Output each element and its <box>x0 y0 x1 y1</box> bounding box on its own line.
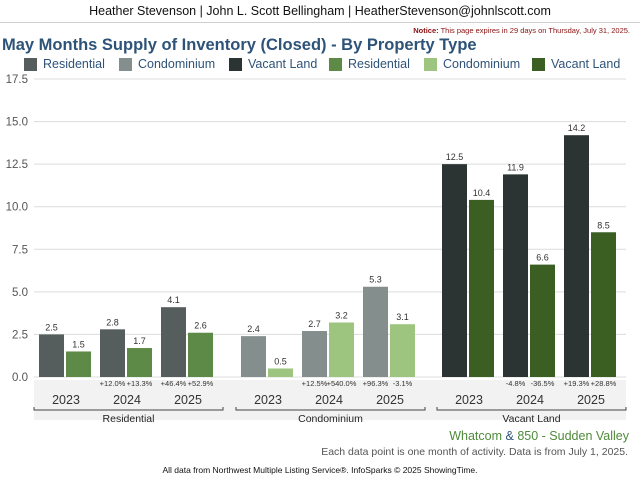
bar-vacant-land-2025-b <box>591 232 616 377</box>
legend-label: Vacant Land <box>551 57 621 71</box>
bar-residential-2025-a <box>161 307 186 377</box>
bar-condominium-2024-b <box>329 322 354 377</box>
agent-header-bar: Heather Stevenson | John L. Scott Bellin… <box>0 0 640 23</box>
y-tick-label: 15.0 <box>6 117 28 129</box>
data-label: 1.7 <box>133 336 146 346</box>
legend-label: Residential <box>348 57 410 71</box>
bar-vacant-land-2024-b <box>530 264 555 377</box>
data-label: 2.6 <box>194 321 207 331</box>
legend-swatch <box>229 58 242 71</box>
legend-swatch <box>532 58 545 71</box>
group-bracket <box>436 407 627 411</box>
bar-condominium-2025-b <box>390 324 415 377</box>
bar-residential-2023-b <box>66 351 91 377</box>
region-name-a: Whatcom <box>449 429 503 443</box>
x-tick-label: 2023 <box>52 393 80 407</box>
change-label: -36.5% <box>531 379 555 388</box>
legend-swatch <box>424 58 437 71</box>
y-tick-label: 12.5 <box>6 159 28 171</box>
change-label: +19.3% <box>564 379 590 388</box>
bar-vacant-land-2023-b <box>469 199 494 377</box>
change-label: +12.5% <box>302 379 328 388</box>
region-amp: & <box>505 429 514 443</box>
legend-label: Condominium <box>138 57 216 71</box>
bar-residential-2024-b <box>127 348 152 377</box>
data-label: 2.7 <box>308 319 321 329</box>
change-label: -3.1% <box>393 379 413 388</box>
x-axis-band <box>34 380 626 420</box>
x-tick-label: 2025 <box>174 393 202 407</box>
y-tick-label: 0.0 <box>12 372 28 384</box>
x-tick-label: 2023 <box>455 393 483 407</box>
data-label: 4.1 <box>167 295 180 305</box>
legend-label: Condominium <box>443 57 521 71</box>
region-name-b: 850 - Sudden Valley <box>517 429 629 443</box>
legend-label: Residential <box>43 57 105 71</box>
data-label: 0.5 <box>274 356 287 366</box>
bar-condominium-2025-a <box>363 286 388 377</box>
x-tick-label: 2023 <box>254 393 282 407</box>
y-tick-label: 10.0 <box>6 202 28 214</box>
data-label: 1.5 <box>72 339 85 349</box>
region-label: Whatcom & 850 - Sudden Valley <box>449 429 629 443</box>
data-label: 10.4 <box>473 188 491 198</box>
change-label: -4.8% <box>506 379 526 388</box>
bar-residential-2024-a <box>100 329 125 377</box>
bar-residential-2025-b <box>188 332 213 377</box>
data-label: 2.5 <box>45 322 58 332</box>
group-label: Vacant Land <box>502 413 560 425</box>
data-label: 11.9 <box>507 162 524 172</box>
change-label: +13.3% <box>127 379 153 388</box>
change-label: +12.0% <box>100 379 126 388</box>
data-label: 3.2 <box>335 311 348 321</box>
change-label: +46.4% <box>161 379 187 388</box>
legend-swatch <box>24 58 37 71</box>
bar-condominium-2024-a <box>302 331 327 377</box>
bar-vacant-land-2024-a <box>503 174 528 377</box>
change-label: +96.3% <box>363 379 389 388</box>
agent-contact-line: Heather Stevenson | John L. Scott Bellin… <box>89 4 551 18</box>
data-credit: All data from Northwest Multiple Listing… <box>162 465 478 475</box>
bar-vacant-land-2025-a <box>564 135 589 377</box>
data-label: 2.8 <box>106 317 119 327</box>
data-label: 12.5 <box>446 152 464 162</box>
bar-chart: 0.0 2.5 5.0 7.5 10.0 12.5 15.0 17.5 2.5 1.5 2023 2.… <box>6 74 627 425</box>
x-tick-label: 2024 <box>315 393 343 407</box>
bar-vacant-land-2023-a <box>442 164 467 377</box>
group-bracket <box>235 407 426 411</box>
data-label: 3.1 <box>396 312 409 322</box>
data-label: 8.5 <box>597 220 610 230</box>
bar-condominium-2023-a <box>241 336 266 377</box>
y-tick-label: 17.5 <box>6 74 28 86</box>
data-note: Each data point is one month of activity… <box>321 446 628 458</box>
x-tick-label: 2025 <box>577 393 605 407</box>
notice-label: Notice: <box>413 26 439 35</box>
y-tick-label: 2.5 <box>12 329 28 341</box>
change-label: +52.9% <box>188 379 214 388</box>
change-label: +28.8% <box>591 379 617 388</box>
x-tick-label: 2024 <box>516 393 544 407</box>
legend-swatch <box>119 58 132 71</box>
legend-swatch <box>329 58 342 71</box>
expiry-notice: Notice: This page expires in 29 days on … <box>413 26 630 35</box>
group-label: Residential <box>103 413 155 425</box>
data-label: 2.4 <box>247 324 260 334</box>
bar-condominium-2023-b <box>268 368 293 377</box>
data-label: 14.2 <box>568 123 586 133</box>
x-tick-label: 2025 <box>376 393 404 407</box>
notice-text: This page expires in 29 days on Thursday… <box>440 26 630 35</box>
group-bracket <box>33 407 224 411</box>
change-label: +540.0% <box>327 379 357 388</box>
y-tick-label: 5.0 <box>12 287 28 299</box>
legend-label: Vacant Land <box>248 57 318 71</box>
group-label: Condominium <box>298 413 363 425</box>
chart-title: May Months Supply of Inventory (Closed) … <box>2 36 477 54</box>
y-tick-label: 7.5 <box>12 244 28 256</box>
x-tick-label: 2024 <box>113 393 141 407</box>
bar-residential-2023-a <box>39 334 64 377</box>
data-label: 6.6 <box>536 253 549 263</box>
data-label: 5.3 <box>369 275 382 285</box>
